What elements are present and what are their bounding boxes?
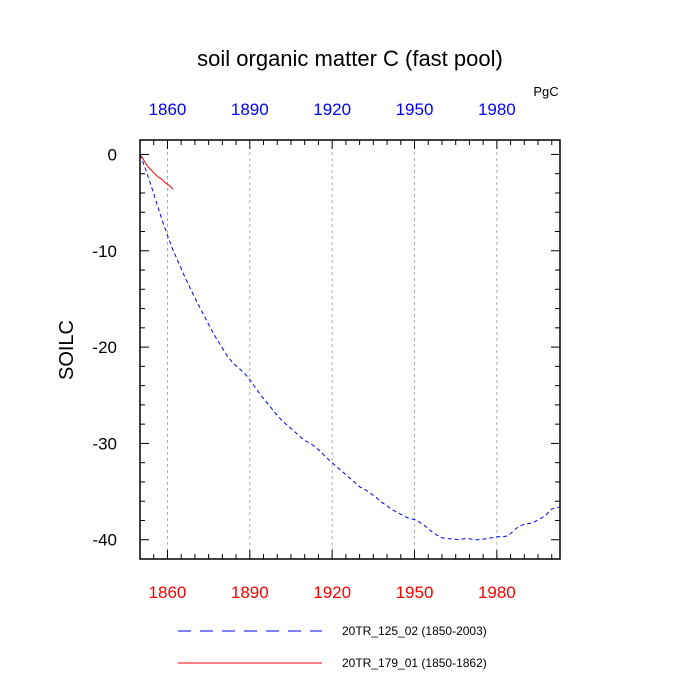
y-tick-label--10: -10 [92,242,117,261]
series-line-1 [139,154,561,541]
x-tick-label-top-1860: 1860 [149,100,187,119]
x-tick-label-top-1950: 1950 [396,100,434,119]
x-tick-label-bottom-1920: 1920 [313,583,351,602]
series-line-2 [139,154,174,190]
x-tick-label-bottom-1890: 1890 [231,583,269,602]
plot-frame [139,139,561,560]
y-tick-label--20: -20 [92,338,117,357]
y-tick-label--40: -40 [92,531,117,550]
ticks: 1860 1860 1890 1890 1920 1920 1950 1950 1980 1980… [92,100,560,602]
legend-label-2: 20TR_179_01 (1850-1862) [342,656,487,670]
x-tick-label-bottom-1980: 1980 [478,583,516,602]
x-tick-label-top-1980: 1980 [478,100,516,119]
x-tick-label-bottom-1860: 1860 [149,583,187,602]
y-tick-label-0: 0 [108,145,117,164]
x-tick-label-top-1890: 1890 [231,100,269,119]
chart-title: soil organic matter C (fast pool) [197,46,503,71]
series-group [139,154,561,541]
legend: 20TR_125_02 (1850-2003) 20TR_179_01 (1850… [178,624,487,670]
x-tick-label-bottom-1950: 1950 [396,583,434,602]
y-axis-label: SOILC [56,320,78,380]
grid [167,140,498,559]
legend-label-1: 20TR_125_02 (1850-2003) [342,624,487,638]
units-label: PgC [533,84,558,99]
y-tick-label--30: -30 [92,434,117,453]
x-tick-label-top-1920: 1920 [313,100,351,119]
